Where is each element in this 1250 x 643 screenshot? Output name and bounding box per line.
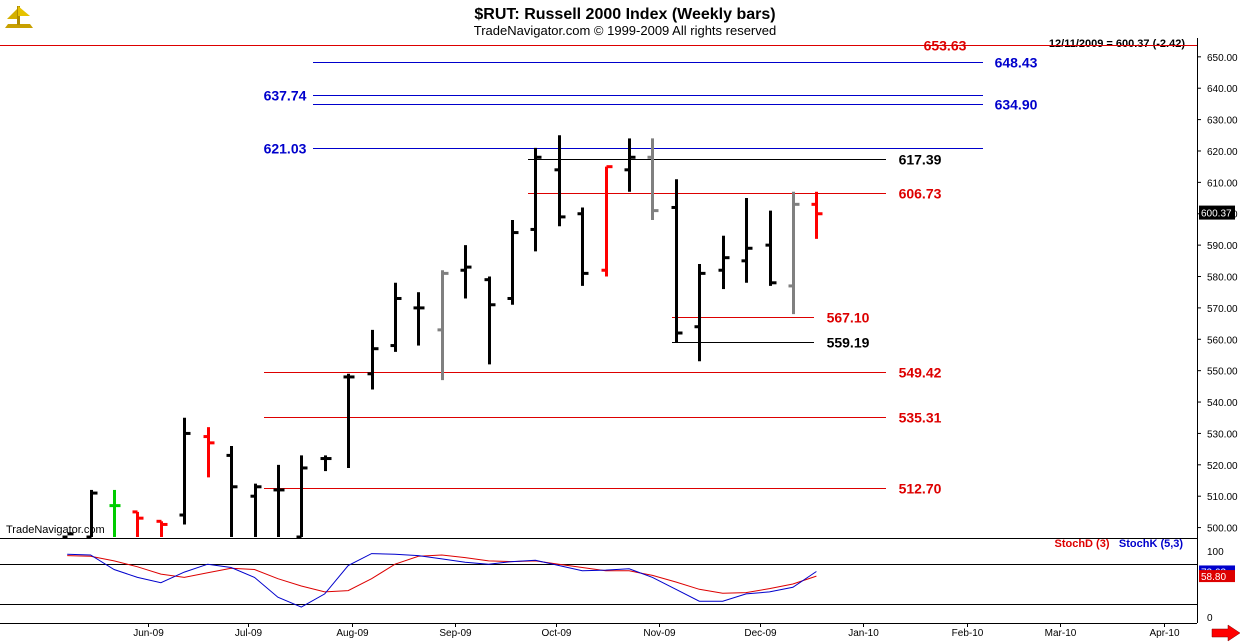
watermark: TradeNavigator.com bbox=[6, 524, 105, 536]
chart-title: $RUT: Russell 2000 Index (Weekly bars) bbox=[474, 6, 775, 23]
time-tick-label: Jan-10 bbox=[848, 628, 879, 639]
stoch-d-tag bbox=[1199, 570, 1235, 583]
price-tick-label: 500.00 bbox=[1207, 524, 1238, 535]
tradenavigator-logo-icon bbox=[5, 6, 33, 28]
price-tick-label: 590.00 bbox=[1207, 241, 1238, 252]
price-tick-label: 640.00 bbox=[1207, 84, 1238, 95]
price-tick-label: 630.00 bbox=[1207, 116, 1238, 127]
time-tick-label: Aug-09 bbox=[336, 628, 369, 639]
quote-info: 12/11/2009 = 600.37 (-2.42) bbox=[1049, 38, 1185, 50]
price-tick-label: 620.00 bbox=[1207, 147, 1238, 158]
time-tick-label: Mar-10 bbox=[1045, 628, 1077, 639]
level-label-559-19: 559.19 bbox=[827, 335, 870, 351]
stoch-line-k bbox=[67, 553, 817, 608]
level-label-535-31: 535.31 bbox=[899, 410, 942, 426]
time-tick-label: Sep-09 bbox=[439, 628, 472, 639]
stoch-line-d bbox=[67, 554, 817, 594]
level-label-606-73: 606.73 bbox=[899, 186, 942, 202]
stoch-d-value: 58.80 bbox=[1201, 572, 1226, 583]
time-tick-label: Jul-09 bbox=[235, 628, 263, 639]
level-label-512-70: 512.70 bbox=[899, 481, 942, 497]
last-price-value: 600.37 bbox=[1201, 209, 1232, 220]
level-label-567-10: 567.10 bbox=[827, 310, 870, 326]
price-tick-label: 520.00 bbox=[1207, 461, 1238, 472]
stoch-tick-label: 0 bbox=[1207, 613, 1213, 624]
level-label-637-74: 637.74 bbox=[264, 88, 307, 104]
level-label-648-43: 648.43 bbox=[995, 55, 1038, 71]
price-tick-label: 530.00 bbox=[1207, 429, 1238, 440]
price-tick-label: 570.00 bbox=[1207, 304, 1238, 315]
price-tick-label: 580.00 bbox=[1207, 273, 1238, 284]
time-tick-label: Dec-09 bbox=[744, 628, 777, 639]
price-tick-label: 650.00 bbox=[1207, 53, 1238, 64]
level-label-653-63: 653.63 bbox=[924, 38, 967, 54]
stoch-tick-label: 100 bbox=[1207, 547, 1224, 558]
price-tick-label: 540.00 bbox=[1207, 398, 1238, 409]
level-label-634-90: 634.90 bbox=[995, 97, 1038, 113]
price-tick-label: 560.00 bbox=[1207, 335, 1238, 346]
time-tick-label: Oct-09 bbox=[541, 628, 571, 639]
scroll-right-arrow-icon[interactable] bbox=[1211, 624, 1241, 642]
price-tick-label: 550.00 bbox=[1207, 367, 1238, 378]
chart-subtitle: TradeNavigator.com © 1999-2009 All right… bbox=[474, 23, 776, 38]
price-tick-label: 610.00 bbox=[1207, 178, 1238, 189]
time-tick-label: Apr-10 bbox=[1149, 628, 1179, 639]
level-label-549-42: 549.42 bbox=[899, 365, 942, 381]
legend-stoch-k: StochK (5,3) bbox=[1119, 538, 1184, 550]
time-tick-label: Nov-09 bbox=[643, 628, 676, 639]
last-price-tag bbox=[1199, 205, 1235, 220]
price-tick-label: 510.00 bbox=[1207, 492, 1238, 503]
legend-stoch-d: StochD (3) bbox=[1055, 538, 1110, 550]
time-tick-label: Jun-09 bbox=[133, 628, 164, 639]
level-label-617-39: 617.39 bbox=[899, 152, 942, 168]
level-label-621-03: 621.03 bbox=[264, 141, 307, 157]
time-tick-label: Feb-10 bbox=[952, 628, 984, 639]
